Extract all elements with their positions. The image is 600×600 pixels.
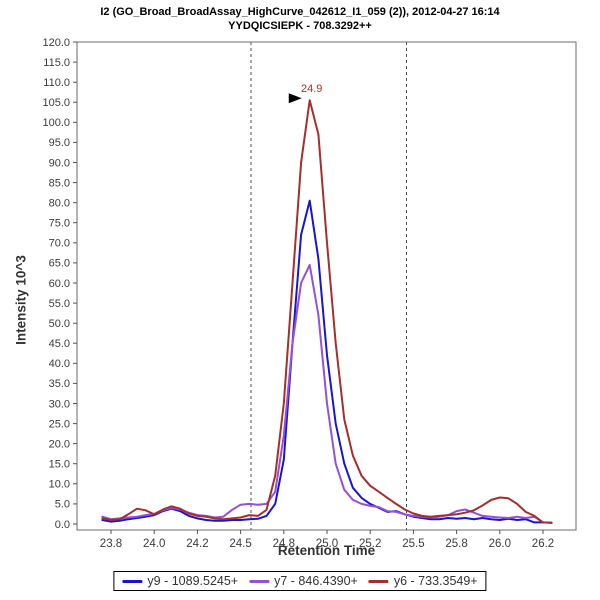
x-tick-label: 24.8 [273,538,295,550]
y-tick-label: 115.0 [43,57,70,69]
legend-label-y9: y9 - 1089.5245+ [147,574,239,588]
y-tick-label: 80.0 [49,198,70,210]
y-tick-label: 40.0 [49,358,70,370]
y-tick-label: 120.0 [42,37,70,49]
legend-swatch-y9 [122,579,143,583]
y-tick-label: 100.0 [42,117,70,129]
y-tick-label: 90.0 [49,157,70,169]
y-tick-label: 0.0 [55,519,70,531]
legend-item-y6: y6 - 733.3549+ [368,574,478,588]
legend-swatch-y6 [368,579,389,583]
legend: y9 - 1089.5245+ y7 - 846.4390+ y6 - 733.35… [113,571,487,591]
chart-title-line1: I2 (GO_Broad_BroadAssay_HighCurve_042612… [100,6,500,18]
y-tick-label: 105.0 [42,97,70,109]
y-tick-label: 60.0 [49,278,70,290]
y-tick-label: 5.0 [55,499,70,511]
x-tick-label: 24.0 [143,538,165,550]
x-tick-label: 24.2 [186,538,208,550]
y-tick-label: 25.0 [49,418,70,430]
legend-item-y7: y7 - 846.4390+ [249,574,358,588]
y-tick-label: 70.0 [49,238,70,250]
series-y9-line[interactable] [101,199,553,524]
y-tick-label: 65.0 [49,258,70,270]
y-tick-label: 85.0 [49,177,70,189]
x-tick-label: 25.5 [402,538,424,550]
y-tick-label: 20.0 [49,438,70,450]
y-tick-label: 15.0 [49,459,70,471]
chart-title-line2: YYDQICSIEPK - 708.3292++ [228,20,372,32]
peak-pointer-icon [288,93,302,104]
plot-area[interactable] [77,42,576,530]
legend-label-y7: y7 - 846.4390+ [274,574,358,588]
y-tick-label: 50.0 [49,318,70,330]
peak-rt-annotation[interactable]: 24.9 [301,83,322,95]
x-tick-label: 26.0 [489,538,511,550]
legend-item-y9: y9 - 1089.5245+ [122,574,238,588]
y-tick-label: 35.0 [49,378,70,390]
x-axis-title: Retention Time [277,543,376,558]
legend-swatch-y7 [249,579,270,583]
legend-label-y6: y6 - 733.3549+ [393,574,478,588]
y-tick-label: 110.0 [43,77,70,89]
y-tick-label: 45.0 [49,338,70,350]
series-y7-line[interactable] [101,263,553,524]
y-axis-title: Intensity 10^3 [13,255,29,345]
x-tick-label: 25.8 [445,538,467,550]
y-tick-label: 55.0 [49,298,70,310]
x-tick-label: 26.2 [532,538,554,550]
y-tick-label: 75.0 [49,218,70,230]
y-tick-label: 95.0 [49,137,70,149]
x-tick-label: 24.5 [229,538,251,550]
x-tick-label: 25.2 [359,538,381,550]
chart-title: I2 (GO_Broad_BroadAssay_HighCurve_042612… [0,5,600,33]
y-tick-label: 10.0 [49,479,70,491]
series-y6-line[interactable] [101,99,553,524]
x-tick-label: 23.8 [100,538,122,550]
x-tick-label: 25.0 [316,538,338,550]
y-tick-label: 30.0 [49,398,70,410]
